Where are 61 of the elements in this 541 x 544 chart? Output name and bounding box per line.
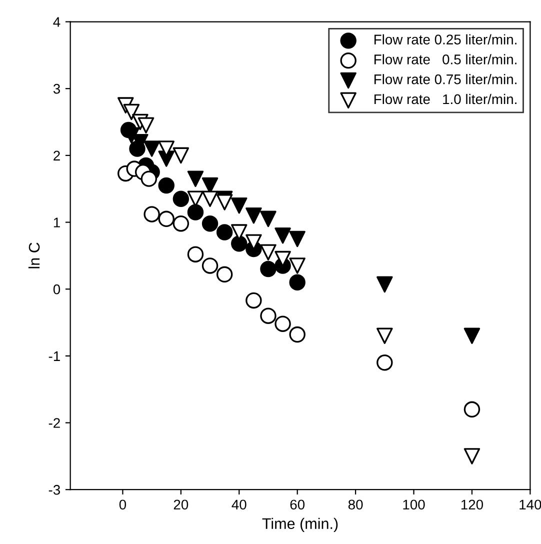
point: [172, 147, 190, 164]
point: [144, 206, 160, 222]
point: [260, 308, 276, 324]
y-tick-label: -1: [48, 351, 60, 361]
point: [158, 210, 174, 228]
x-tick-label: 60: [290, 500, 305, 510]
y-tick-label: 2: [54, 150, 60, 160]
legend-label: Flow rate 0.5 liter/min.: [374, 54, 516, 64]
point: [274, 316, 291, 332]
legend-label: Flow rate 1.0 liter/min.: [374, 94, 516, 104]
point: [289, 258, 306, 274]
point: [216, 224, 233, 240]
legend-label: Flow rate 0.25 liter/min.: [374, 34, 516, 44]
point: [140, 170, 158, 187]
legend-label: Flow rate 0.75 liter/min.: [374, 74, 516, 84]
point: [144, 140, 160, 157]
x-tick-label: 120: [461, 500, 484, 510]
y-tick-label: 0: [53, 284, 60, 294]
y-axis-title: ln C: [28, 242, 40, 268]
y-tick-label: -3: [48, 484, 60, 495]
point: [376, 328, 393, 344]
x-tick-label: 100: [403, 500, 425, 510]
x-tick-label: 20: [174, 500, 188, 510]
point: [202, 190, 218, 207]
y-tick-label: 3: [53, 84, 60, 94]
point: [216, 266, 233, 283]
point: [376, 354, 393, 371]
point: [464, 401, 480, 418]
point: [260, 244, 276, 260]
point: [158, 177, 174, 194]
y-tick-label: 4: [53, 17, 60, 27]
point: [464, 328, 480, 344]
point: [376, 276, 393, 293]
point: [289, 274, 306, 291]
point: [172, 215, 190, 232]
point: [216, 194, 233, 210]
point: [123, 104, 140, 120]
point: [246, 292, 262, 309]
y-tick-label: 1: [54, 218, 60, 228]
x-tick-label: 140: [520, 500, 541, 510]
point: [187, 246, 204, 262]
x-tick-label: 40: [232, 500, 246, 510]
point: [231, 236, 248, 252]
point: [202, 215, 218, 232]
y-tick-label: -2: [48, 418, 60, 428]
x-tick-label: 0: [119, 500, 126, 510]
point: [187, 170, 204, 187]
point: [138, 117, 154, 134]
point: [289, 326, 306, 343]
point: [187, 204, 204, 220]
point: [274, 228, 291, 244]
point: [172, 190, 190, 207]
x-tick-label: 80: [348, 500, 363, 510]
x-axis-title: Time (min.): [262, 518, 338, 532]
point: [260, 260, 276, 278]
point: [260, 210, 276, 228]
point: [464, 448, 480, 464]
point: [246, 207, 262, 224]
point: [289, 230, 306, 248]
point: [231, 197, 248, 214]
point: [202, 258, 218, 274]
